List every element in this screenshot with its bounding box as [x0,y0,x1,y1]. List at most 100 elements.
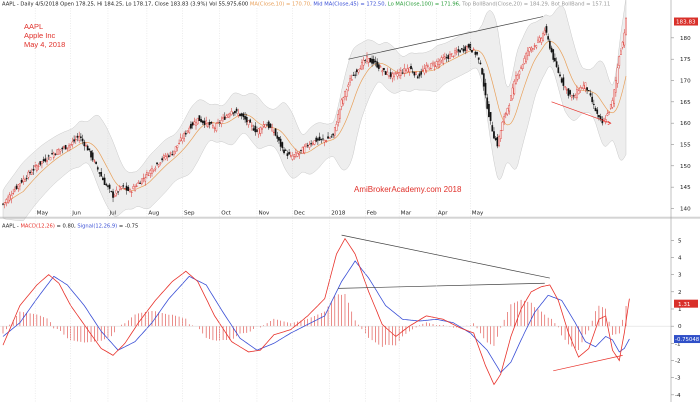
candle-body [601,119,604,124]
candle-body [137,182,140,184]
candle-body [311,143,314,145]
candle-body [625,18,627,35]
y-tick-label: 145 [680,185,691,191]
candle-body [401,72,404,74]
x-tick-label: 2018 [331,211,346,217]
candle-body [295,152,297,157]
candle-body [17,184,20,189]
candle-body [164,156,167,160]
candle-body [300,149,302,151]
candle-body [599,116,602,120]
candle-body [81,138,84,142]
header-segment: MA(Close,10) = 170.70, [250,2,314,8]
candle-body [432,62,434,65]
x-tick-label: Dec [294,211,305,217]
candle-body [361,62,363,70]
candle-body [325,140,328,142]
x-tick-label: May [472,211,484,217]
candle-body [120,186,123,189]
candle-body [278,137,280,141]
x-tick-label: May [37,211,49,217]
candle-body [193,121,196,125]
candle-body [366,56,368,62]
candle-body [466,46,468,51]
candle-body [205,120,208,124]
y-tick-label: 165 [680,100,691,106]
candle-body [157,164,160,167]
candle-body [281,142,284,149]
candle-body [90,150,92,158]
candle-body [354,74,356,76]
price-header: AAPL - Daily 4/5/2018 Open 178.25, Hi 18… [2,2,610,8]
header-segment: AAPL - [2,224,20,230]
candle-body [525,53,527,62]
candle-body [349,78,351,83]
x-tick-label: Jun [71,211,81,217]
candle-body [222,116,224,120]
candle-body [269,123,272,128]
candle-body [289,155,292,157]
candle-body [317,138,319,141]
candle-body [389,72,392,77]
x-tick-label: Feb [367,211,377,217]
candle-body [518,70,521,75]
candle-body [117,191,119,193]
candle-body [577,90,580,95]
candle-body [445,57,448,59]
candle-body [310,143,312,145]
y-tick-label: 175 [680,57,691,63]
candle-body [39,161,42,165]
candle-body [337,114,340,123]
macd-top-trendline [338,282,545,289]
candle-body [323,139,326,143]
candle-body [71,141,74,145]
candle-body [122,185,125,187]
candle-body [154,167,157,170]
candle-body [305,143,307,147]
candle-body [259,127,262,134]
candle-body [579,87,582,91]
candle-body [486,97,489,109]
candle-body [7,196,9,204]
x-tick-label: Jul [108,211,116,217]
candle-body [262,124,265,127]
x-tick-label: Sep [184,211,195,217]
candle-body [46,160,48,162]
candle-body [184,132,187,135]
candle-body [30,171,33,175]
candle-body [405,69,407,71]
header-segment: MA(Close,100) = 171.96, [395,2,462,8]
candle-body [606,113,609,116]
candle-body [217,122,219,124]
header-segment: MACD(12,26) [20,224,54,230]
candle-body [19,183,21,187]
candle-body [80,136,82,138]
support-trendline [551,101,611,124]
candle-body [386,71,389,75]
candle-body [27,171,30,178]
candle-body [464,46,467,51]
candle-body [410,66,412,70]
candle-body [482,73,485,87]
candle-body [301,146,304,154]
candle-body [371,58,373,64]
candle-body [447,55,450,59]
candle-body [98,172,101,174]
candle-body [377,64,380,69]
candle-body [298,152,301,155]
candle-body [59,149,62,152]
header-segment: = 0.80, [55,224,78,230]
candle-body [244,116,246,120]
candle-body [496,137,499,147]
candle-body [515,75,517,84]
y-tick-label: 140 [680,206,691,212]
candle-body [58,149,60,155]
candle-body [264,124,267,128]
candle-body [12,193,15,195]
candle-body [74,139,77,141]
candle-body [584,82,587,90]
candle-body [242,113,245,118]
candle-body [355,69,358,73]
candle-body [118,186,121,191]
